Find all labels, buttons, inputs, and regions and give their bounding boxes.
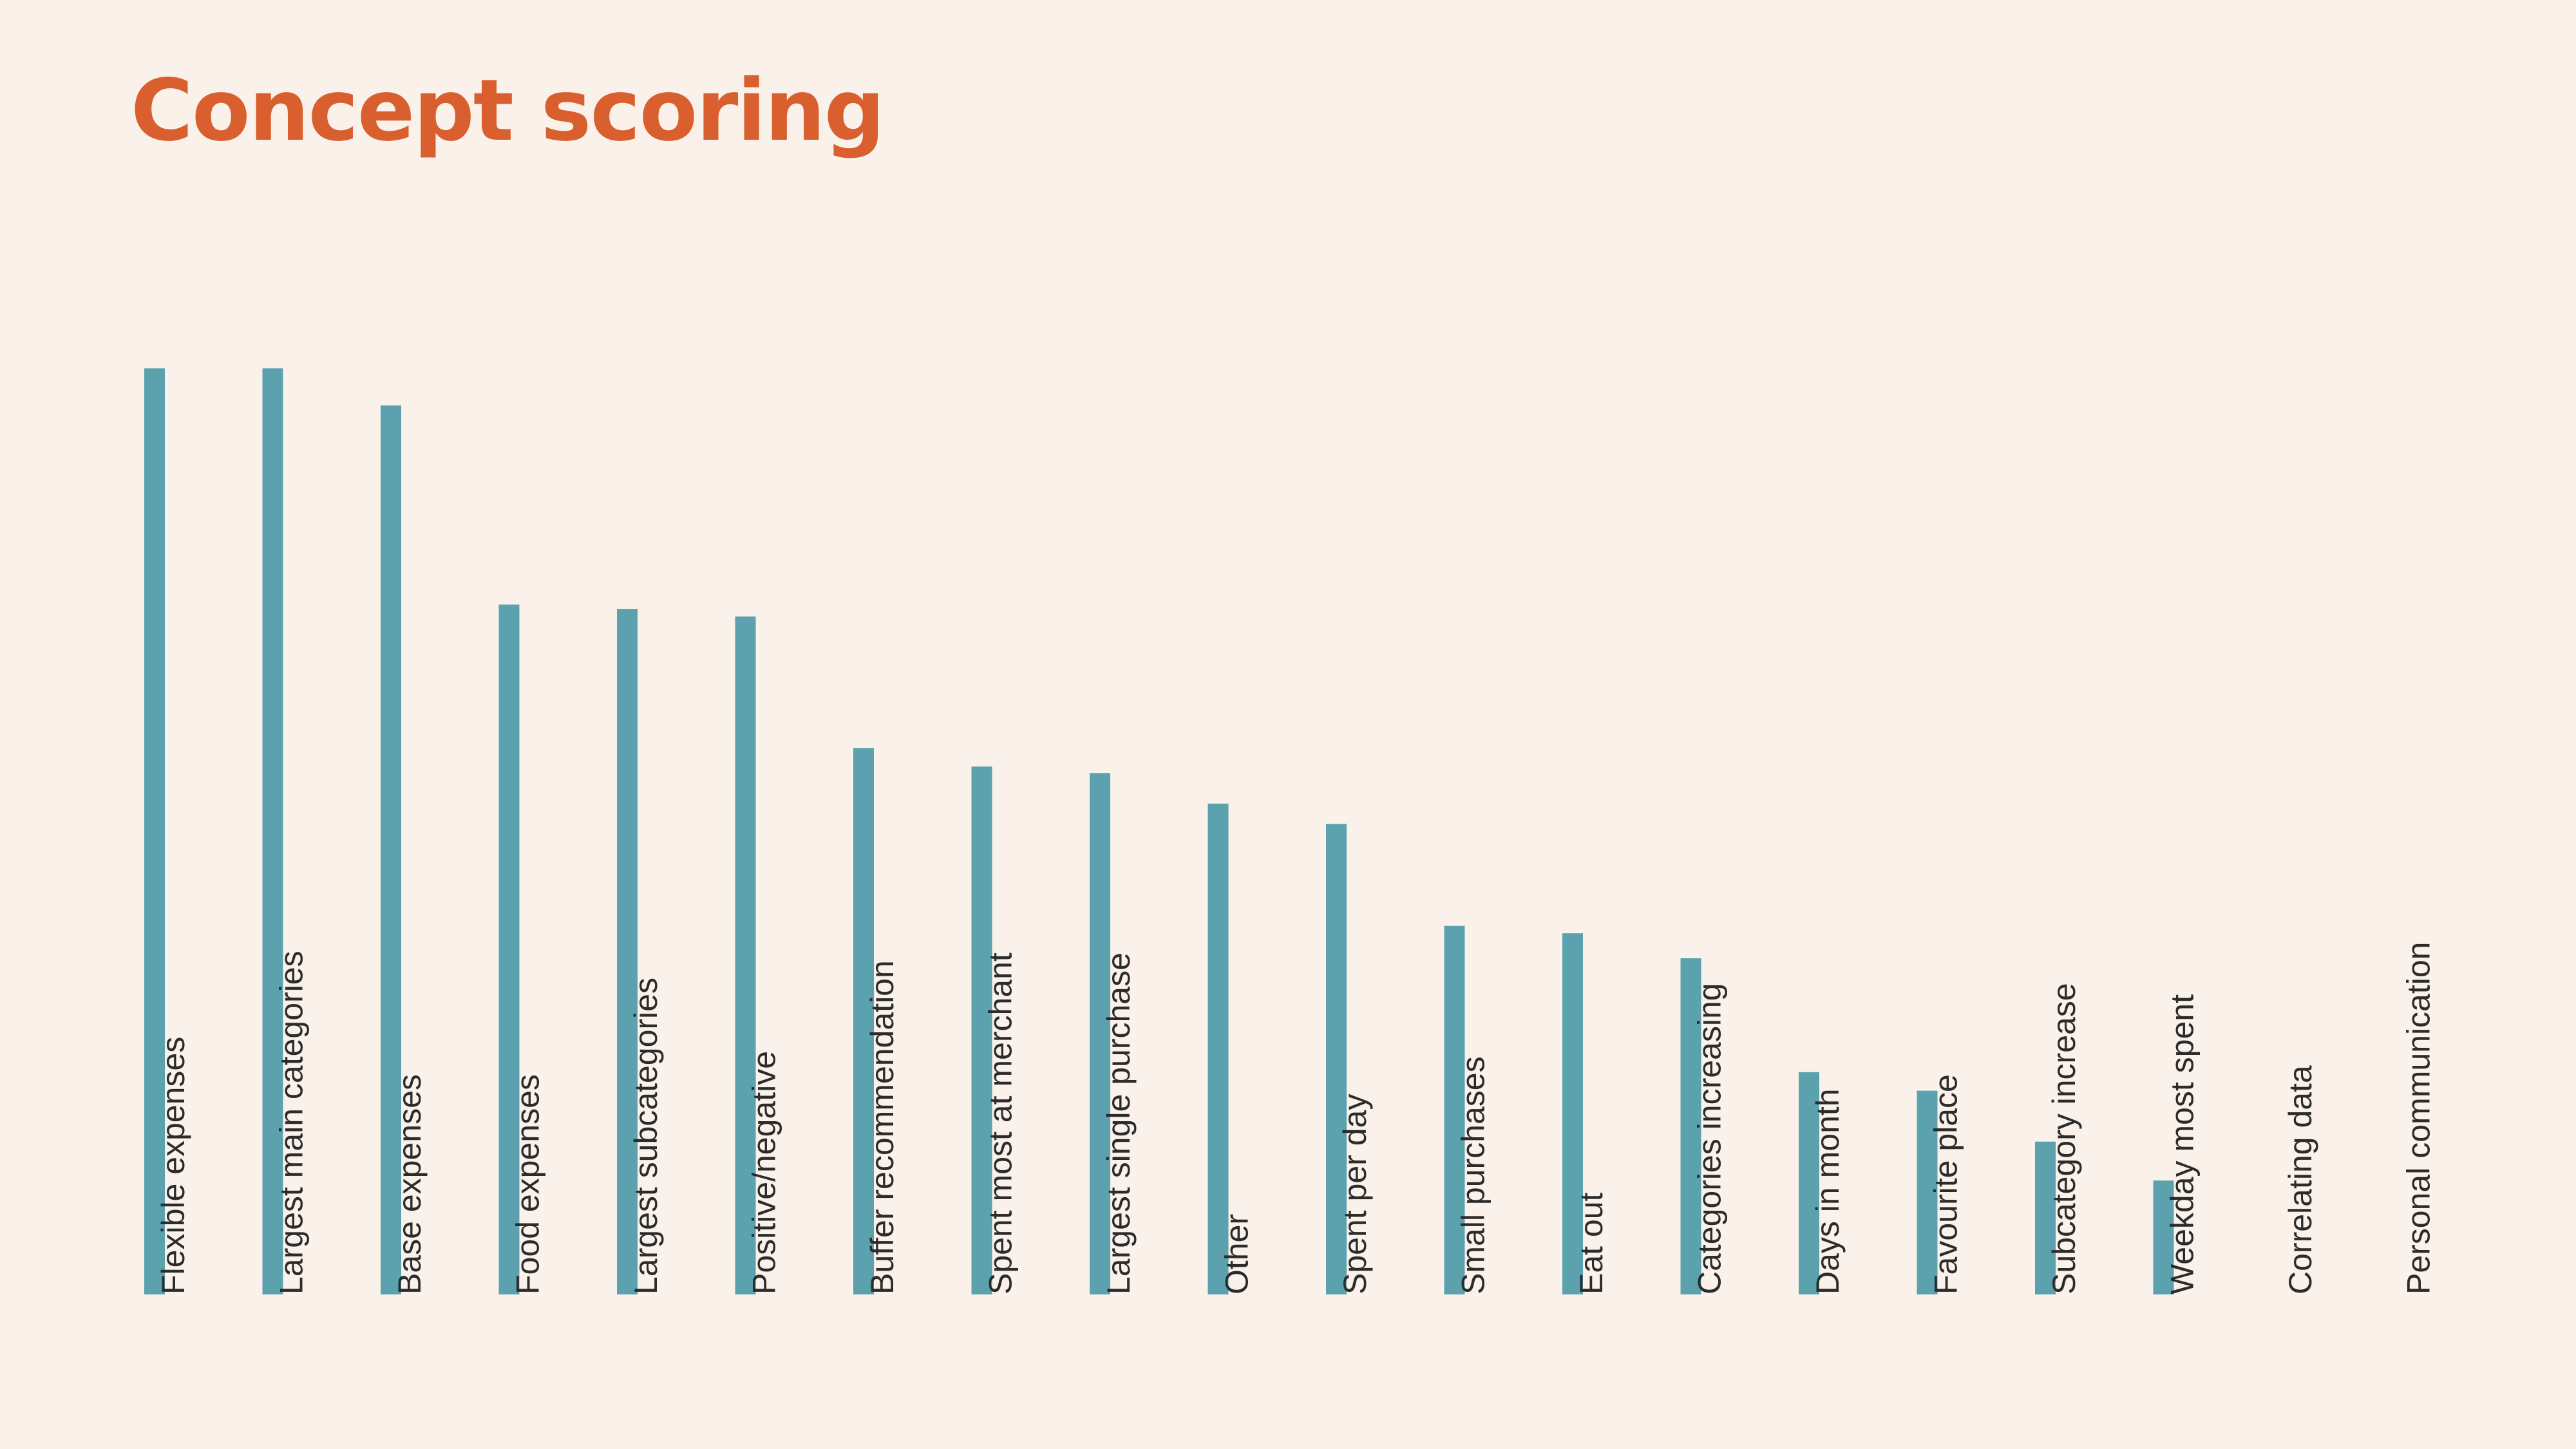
bar-10 — [1326, 824, 1347, 1294]
category-label-0: Flexible expenses — [155, 1037, 191, 1294]
bar-15 — [1917, 1090, 1938, 1294]
bar-9 — [1208, 803, 1229, 1294]
bar-17 — [2153, 1180, 2174, 1294]
bar-8 — [1090, 773, 1110, 1294]
bar-14 — [1799, 1072, 1819, 1294]
category-label-7: Spent most at merchant — [983, 952, 1019, 1294]
category-label-3: Food expenses — [510, 1074, 546, 1294]
bar-2 — [381, 405, 401, 1294]
bar-13 — [1680, 958, 1701, 1294]
bar-11 — [1444, 925, 1465, 1294]
category-label-2: Base expenses — [392, 1074, 428, 1294]
category-label-5: Positive/negative — [746, 1051, 782, 1294]
bar-1 — [262, 368, 283, 1294]
category-label-18: Correlating data — [2282, 1065, 2318, 1294]
bar-7 — [971, 766, 992, 1294]
bar-12 — [1562, 933, 1583, 1294]
category-label-12: Eat out — [1573, 1192, 1609, 1294]
bar-6 — [853, 748, 874, 1294]
bar-3 — [498, 604, 520, 1295]
category-label-11: Small purchases — [1455, 1056, 1492, 1294]
category-label-8: Largest single purchase — [1101, 952, 1137, 1294]
category-label-6: Buffer recommendation — [864, 960, 900, 1294]
bar-16 — [2035, 1141, 2056, 1294]
category-label-17: Weekday most spent — [2164, 994, 2201, 1294]
category-label-15: Favourite place — [1928, 1074, 1964, 1294]
bar-4 — [617, 609, 638, 1294]
category-label-13: Categories increasing — [1692, 983, 1728, 1294]
category-label-14: Days in month — [1810, 1088, 1846, 1294]
category-label-19: Personal communication — [2401, 942, 2437, 1295]
bar-5 — [735, 616, 756, 1294]
category-label-10: Spent per day — [1337, 1094, 1373, 1294]
slide-title: Concept scoring — [131, 61, 885, 160]
category-label-9: Other — [1219, 1214, 1255, 1294]
category-label-16: Subcategory increase — [2046, 983, 2082, 1294]
category-label-4: Largest subcategories — [628, 978, 664, 1294]
bar-0 — [144, 368, 165, 1294]
category-label-1: Largest main categories — [274, 951, 310, 1294]
